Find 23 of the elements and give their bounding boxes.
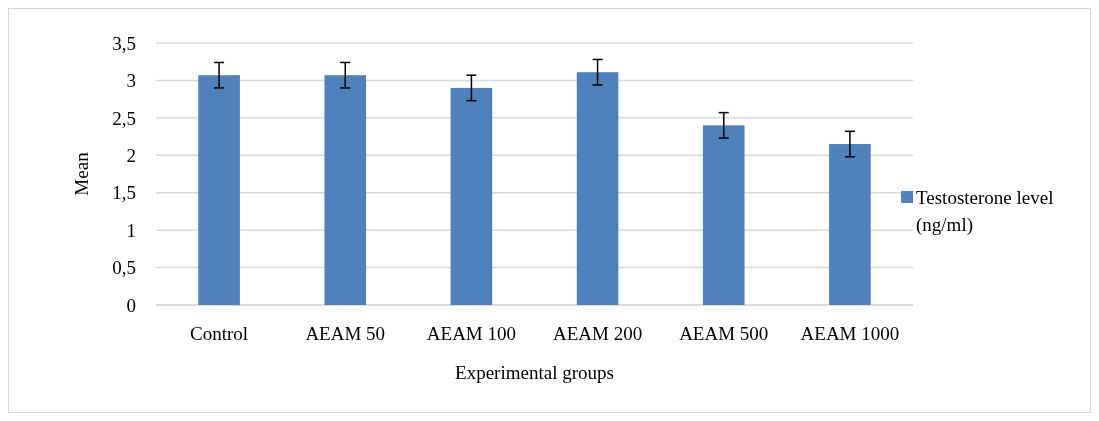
x-axis-title: Experimental groups: [455, 362, 614, 383]
bar: [576, 72, 619, 305]
y-tick-label: 3: [126, 70, 136, 92]
x-tick-label: AEAM 50: [305, 323, 386, 344]
y-tick-label: 2,5: [112, 107, 136, 129]
x-tick-label: AEAM 100: [426, 323, 517, 344]
y-tick-label: 1,5: [112, 182, 136, 204]
x-tick-label: AEAM 200: [552, 323, 643, 344]
x-tick-label: AEAM 1000: [800, 323, 900, 344]
y-tick-label: 1: [126, 219, 136, 241]
x-tick-label: AEAM 500: [679, 323, 769, 344]
y-tick-label: 0,5: [112, 257, 136, 279]
bar: [450, 87, 493, 305]
x-tick-label: Control: [190, 323, 249, 344]
y-tick-label: 2: [126, 144, 136, 166]
bar: [198, 75, 240, 305]
bar: [829, 144, 871, 305]
bar: [324, 75, 367, 305]
y-tick-label: 0: [126, 294, 136, 316]
y-tick-label: 3,5: [112, 32, 136, 54]
y-axis-title: Mean: [71, 151, 92, 196]
legend-label: Testosterone level (ng/ml): [916, 187, 1054, 236]
bar: [702, 125, 745, 305]
